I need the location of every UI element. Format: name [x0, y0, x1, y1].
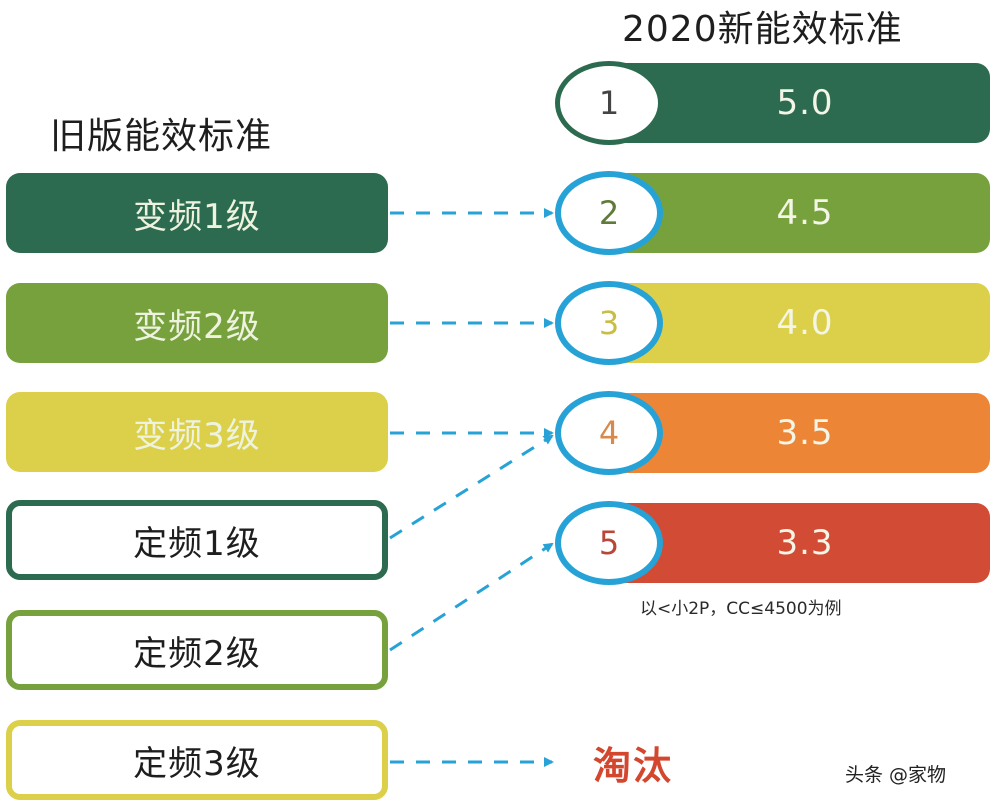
grade-number: 3: [598, 304, 620, 342]
new-level-value: 3.3: [776, 523, 834, 563]
new-level-bar-2: 4.5: [600, 173, 990, 253]
grade-circle-4: 4: [555, 391, 663, 475]
new-level-bar-4: 3.5: [600, 393, 990, 473]
new-level-value: 4.0: [776, 303, 834, 343]
grade-circle-3: 3: [555, 281, 663, 365]
new-standard-title: 2020新能效标准: [622, 9, 903, 50]
old-level-fixed-1: 定频1级: [6, 500, 388, 580]
grade-number: 1: [598, 84, 620, 122]
new-level-value: 5.0: [776, 83, 834, 123]
connector-arrow: [389, 434, 554, 540]
new-level-bar-5: 3.3: [600, 503, 990, 583]
old-standard-title: 旧版能效标准: [50, 116, 273, 157]
new-level-bar-3: 4.0: [600, 283, 990, 363]
old-level-inverter-2: 变频2级: [6, 283, 388, 363]
new-level-value: 3.5: [776, 413, 834, 453]
old-level-label: 变频3级: [133, 415, 261, 456]
grade-circle-5: 5: [555, 501, 663, 585]
old-level-inverter-3: 变频3级: [6, 392, 388, 472]
old-level-label: 变频1级: [133, 196, 261, 237]
old-level-fixed-2: 定频2级: [6, 610, 388, 690]
old-level-inverter-1: 变频1级: [6, 173, 388, 253]
new-level-bar-1: 5.0: [600, 63, 990, 143]
old-level-label: 定频1级: [133, 523, 261, 564]
example-note: 以<小2P，CC≤4500为例: [640, 599, 842, 619]
grade-circle-1: 1: [555, 61, 663, 145]
grade-circle-2: 2: [555, 171, 663, 255]
old-level-label: 变频2级: [133, 306, 261, 347]
eliminated-label: 淘汰: [593, 744, 674, 788]
old-level-label: 定频2级: [133, 633, 261, 674]
connector-arrow: [389, 542, 554, 652]
watermark: 头条 @家物: [845, 764, 947, 786]
grade-number: 2: [598, 194, 620, 232]
old-level-fixed-3: 定频3级: [6, 720, 388, 800]
grade-number: 4: [598, 414, 620, 452]
old-level-label: 定频3级: [133, 743, 261, 784]
new-level-value: 4.5: [776, 193, 834, 233]
grade-number: 5: [598, 524, 620, 562]
